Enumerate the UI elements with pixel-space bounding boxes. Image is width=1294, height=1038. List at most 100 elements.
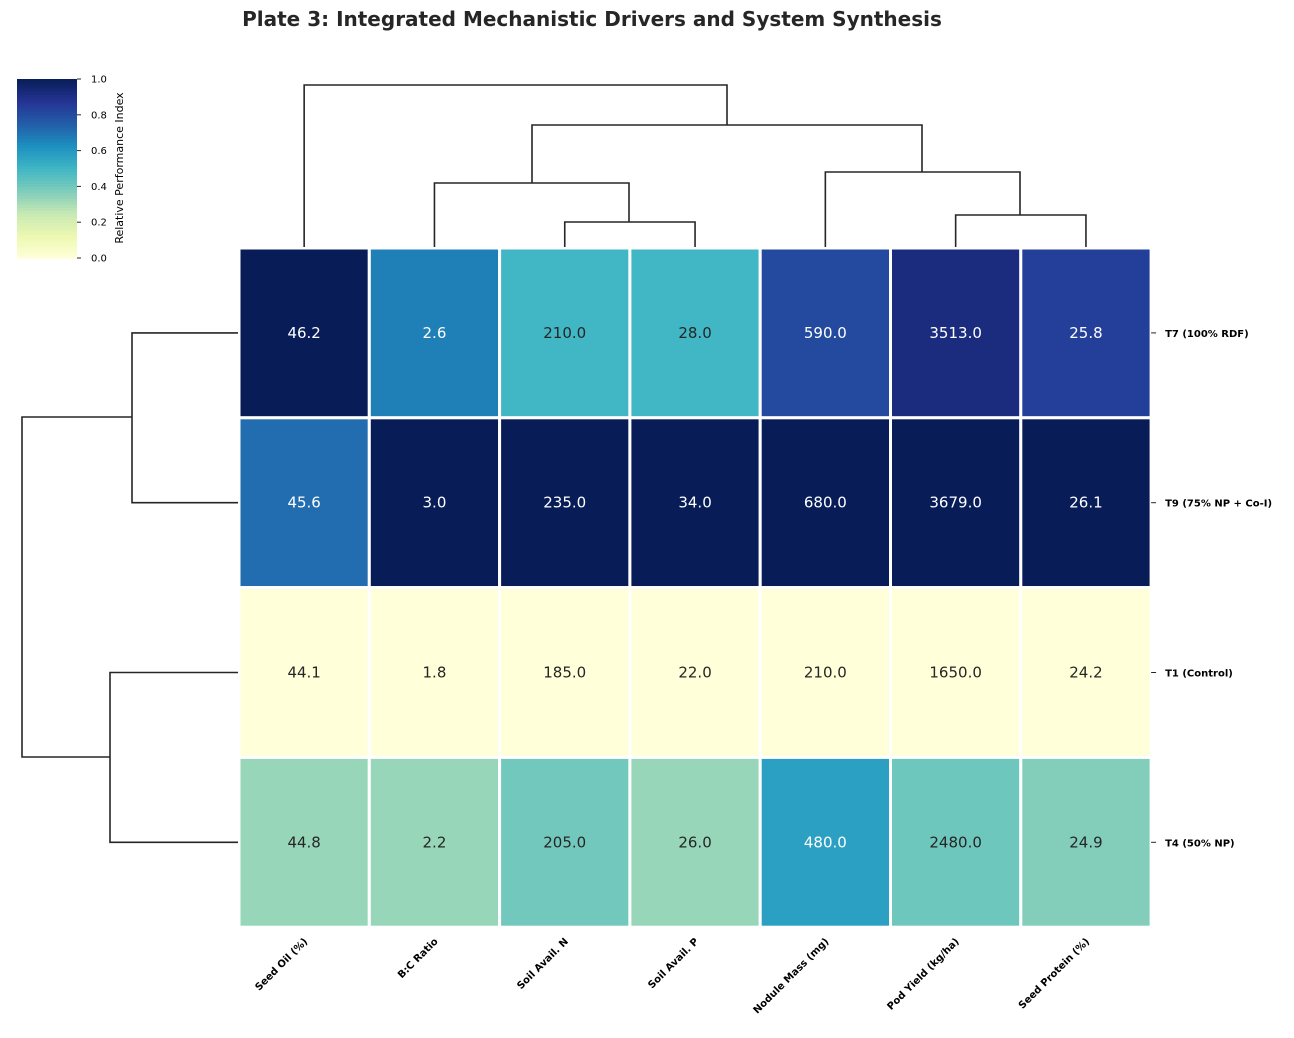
cell-value-label: 45.6 bbox=[287, 494, 320, 512]
colorbar-segment bbox=[17, 96, 77, 101]
colorbar-segment bbox=[17, 207, 77, 211]
colorbar-segment bbox=[17, 243, 77, 247]
column-dendrogram-branch bbox=[303, 84, 728, 247]
colorbar-label: Relative Performance Index bbox=[113, 92, 126, 244]
column-label: Soil Avail. N bbox=[515, 936, 571, 992]
cell-value-label: 24.2 bbox=[1069, 664, 1102, 682]
colorbar-segment bbox=[17, 213, 77, 217]
colorbar-segment bbox=[17, 123, 77, 128]
column-label: B:C Ratio bbox=[396, 936, 441, 981]
colorbar-segment bbox=[17, 183, 77, 187]
colorbar-segment bbox=[17, 132, 77, 137]
heatmap-cell bbox=[237, 416, 371, 590]
cell-value-label: 24.9 bbox=[1069, 833, 1102, 851]
colorbar-segment bbox=[17, 111, 77, 116]
cell-value-label: 210.0 bbox=[804, 664, 847, 682]
colorbar-segment bbox=[17, 135, 77, 140]
cell-value-label: 34.0 bbox=[678, 494, 711, 512]
column-dendrogram-branch bbox=[824, 171, 1021, 247]
colorbar-tick-label: 1.0 bbox=[91, 75, 107, 86]
colorbar-segment bbox=[17, 165, 77, 170]
heatmap-cell bbox=[237, 586, 371, 759]
column-dendrogram-branch bbox=[433, 182, 630, 247]
heatmap-cell bbox=[1019, 586, 1153, 759]
colorbar-segment bbox=[17, 108, 77, 113]
cell-value-label: 1650.0 bbox=[929, 664, 982, 682]
colorbar-segment bbox=[17, 171, 77, 176]
cell-value-label: 26.0 bbox=[678, 833, 711, 851]
colorbar-segment bbox=[17, 126, 77, 131]
column-label: Seed Protein (%) bbox=[1017, 936, 1092, 1011]
column-label: Nodule Mass (mg) bbox=[752, 936, 832, 1016]
colorbar-segment bbox=[17, 81, 77, 86]
column-dendrogram-branch bbox=[563, 221, 696, 247]
colorbar-segment bbox=[17, 141, 77, 146]
colorbar-segment bbox=[17, 168, 77, 173]
heatmap-cell bbox=[237, 755, 371, 929]
colorbar-segment bbox=[17, 231, 77, 235]
colorbar-segment bbox=[17, 222, 77, 226]
column-label: Pod Yield (kg/ha) bbox=[886, 936, 962, 1012]
row-dendrogram-branch bbox=[131, 332, 238, 504]
column-dendrogram-branch bbox=[531, 124, 923, 183]
colorbar-segment bbox=[17, 162, 77, 167]
colorbar-segment bbox=[17, 102, 77, 107]
colorbar-tick-label: 0.4 bbox=[91, 182, 107, 193]
cell-value-label: 205.0 bbox=[543, 833, 586, 851]
cell-value-label: 3513.0 bbox=[929, 324, 982, 342]
cell-value-label: 235.0 bbox=[543, 494, 586, 512]
colorbar-segment bbox=[17, 117, 77, 122]
colorbar-segment bbox=[17, 249, 77, 253]
colorbar-segment bbox=[17, 246, 77, 250]
heatmap-cell bbox=[1019, 416, 1153, 590]
row-dendrogram-branch bbox=[109, 671, 238, 844]
row-label: T4 (50% NP) bbox=[1165, 838, 1235, 849]
cell-value-label: 22.0 bbox=[678, 664, 711, 682]
colorbar-segment bbox=[17, 87, 77, 92]
heatmap-cell bbox=[367, 755, 502, 929]
heatmap-cell bbox=[237, 246, 371, 420]
row-label: T9 (75% NP + Co-I) bbox=[1165, 499, 1272, 510]
heatmap-cell bbox=[498, 416, 632, 590]
colorbar-tick-label: 0.2 bbox=[91, 218, 107, 229]
colorbar-segment bbox=[17, 79, 77, 83]
colorbar-segment bbox=[17, 90, 77, 95]
column-dendrogram-branch bbox=[954, 214, 1087, 247]
chart-title: Plate 3: Integrated Mechanistic Drivers … bbox=[242, 7, 942, 31]
heatmap-cell bbox=[367, 246, 502, 420]
heatmap-cell bbox=[758, 416, 893, 590]
colorbar-segment bbox=[17, 198, 77, 202]
cell-value-label: 25.8 bbox=[1069, 324, 1102, 342]
cell-value-label: 3679.0 bbox=[929, 494, 982, 512]
heatmap-cell bbox=[758, 755, 893, 929]
cell-value-label: 210.0 bbox=[543, 324, 586, 342]
heatmap-cell bbox=[367, 416, 502, 590]
colorbar-segment bbox=[17, 192, 77, 196]
cell-value-label: 680.0 bbox=[804, 494, 847, 512]
colorbar-segment bbox=[17, 204, 77, 208]
cell-value-label: 590.0 bbox=[804, 324, 847, 342]
heatmap-cell bbox=[498, 246, 632, 420]
colorbar-segment bbox=[17, 156, 77, 161]
column-label: Soil Avail. P bbox=[646, 936, 701, 991]
colorbar-segment bbox=[17, 219, 77, 223]
colorbar-segment bbox=[17, 84, 77, 89]
heatmap-cell bbox=[367, 586, 502, 759]
cell-value-label: 1.8 bbox=[423, 664, 447, 682]
row-dendrogram-branch bbox=[21, 416, 132, 758]
colorbar-segment bbox=[17, 99, 77, 104]
colorbar-segment bbox=[17, 159, 77, 164]
colorbar-segment bbox=[17, 234, 77, 238]
colorbar-segment bbox=[17, 180, 77, 185]
cell-value-label: 26.1 bbox=[1069, 494, 1102, 512]
colorbar-segment bbox=[17, 129, 77, 134]
cell-value-label: 44.1 bbox=[287, 664, 320, 682]
column-label: Seed Oil (%) bbox=[253, 936, 310, 993]
cell-value-label: 2480.0 bbox=[929, 833, 982, 851]
colorbar-segment bbox=[17, 252, 77, 256]
cell-value-label: 480.0 bbox=[804, 833, 847, 851]
colorbar-segment bbox=[17, 93, 77, 98]
colorbar-segment bbox=[17, 201, 77, 205]
colorbar-segment bbox=[17, 153, 77, 158]
